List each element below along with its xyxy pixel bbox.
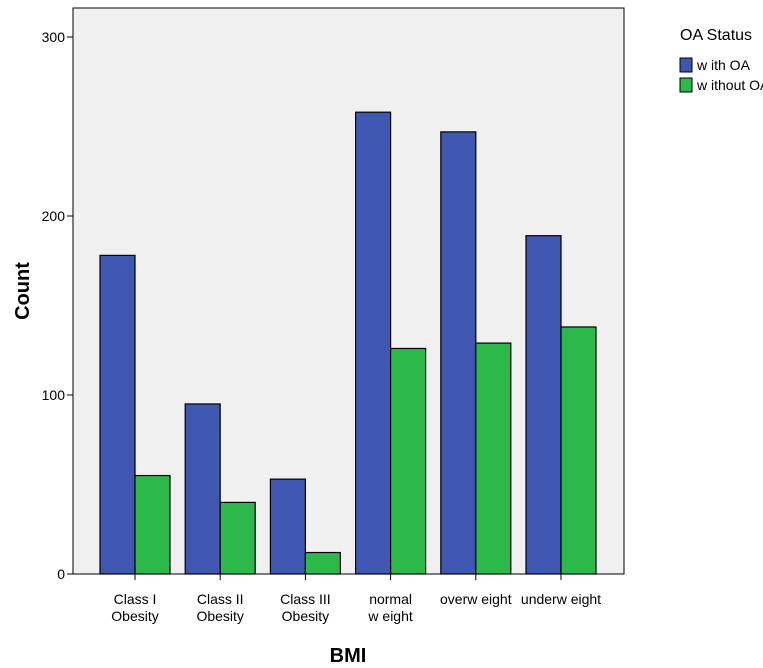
- bar-without-oa-5: [560, 326, 597, 575]
- y-tick-label: 200: [42, 208, 66, 224]
- legend-label-with-oa: w ith OA: [696, 57, 751, 73]
- x-axis-title: BMI: [330, 645, 367, 667]
- x-tick-label: normal w eight: [367, 591, 412, 624]
- y-axis-title: Count: [12, 262, 34, 320]
- legend-label-without-oa: w ithout OA: [696, 77, 763, 93]
- x-axis: Class I Obesity Class II Obesity Class III Ob…: [111, 574, 601, 624]
- x-tick-label: overw eight: [440, 591, 512, 607]
- x-tick-label: Class I Obesity: [111, 591, 158, 624]
- y-tick-label: 100: [42, 387, 66, 403]
- bar-with-oa-0: [99, 254, 136, 575]
- bar-with-oa-2: [269, 478, 306, 575]
- legend-swatch-without-oa: [679, 77, 693, 93]
- bar-without-oa-4: [475, 342, 512, 575]
- x-tick-label: underw eight: [521, 591, 601, 607]
- bar-with-oa-5: [525, 235, 562, 575]
- bar-with-oa-4: [440, 131, 477, 575]
- y-axis: 0 100 200 300: [42, 29, 73, 582]
- y-tick-label: 300: [42, 29, 66, 45]
- legend-title: OA Status: [680, 27, 752, 44]
- y-tick-label: 0: [57, 566, 65, 582]
- bars-group: [99, 111, 597, 575]
- x-tick-label: Class II Obesity: [196, 591, 243, 624]
- x-tick-label: Class III Obesity: [280, 591, 331, 624]
- bar-with-oa-3: [355, 111, 392, 575]
- bar-without-oa-2: [304, 551, 341, 575]
- legend-swatch-with-oa: [679, 57, 693, 73]
- bar-without-oa-0: [134, 474, 171, 575]
- bar-without-oa-3: [390, 347, 427, 575]
- bar-without-oa-1: [219, 501, 256, 575]
- bar-with-oa-1: [184, 403, 221, 575]
- legend: OA Status w ith OA w ithout OA: [679, 27, 763, 93]
